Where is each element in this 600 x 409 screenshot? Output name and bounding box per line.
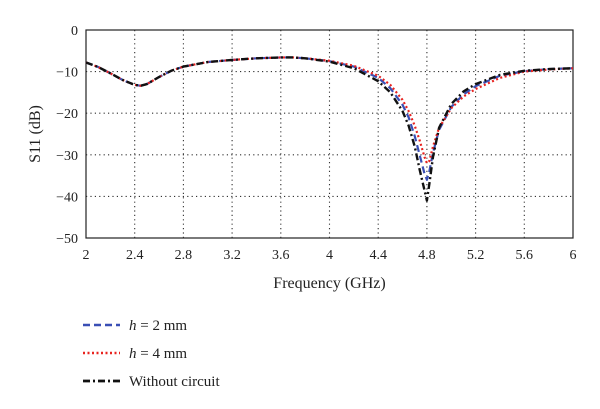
series-layer (85, 56, 574, 202)
y-tick-label: −40 (56, 190, 78, 205)
grid (86, 30, 573, 238)
x-tick-label: 5.6 (516, 248, 534, 263)
legend-label-1: h = 2 mm (129, 318, 187, 334)
x-tick-label: 6 (570, 248, 577, 263)
x-tick-label: 3.6 (272, 248, 290, 263)
x-tick-label: 5.2 (467, 248, 485, 263)
x-tick-label: 4 (326, 248, 333, 263)
legend: h = 2 mm h = 4 mm Without circuit (83, 318, 220, 390)
x-tick-label: 3.2 (223, 248, 241, 263)
x-tick-label: 4.8 (418, 248, 436, 263)
series-line-3 (85, 56, 574, 202)
y-axis-title: S11 (dB) (27, 105, 44, 163)
y-tick-label: −20 (56, 107, 78, 122)
series-line-1 (85, 56, 574, 181)
x-tick-label: 2 (83, 248, 90, 263)
legend-label-2: h = 4 mm (129, 346, 187, 362)
x-tick-label: 4.4 (369, 248, 387, 263)
y-tick-label: −10 (56, 66, 78, 81)
y-tick-label: 0 (71, 24, 78, 39)
x-axis-title: Frequency (GHz) (273, 275, 385, 292)
x-tick-label: 2.4 (126, 248, 144, 263)
legend-label-3: Without circuit (129, 374, 220, 390)
x-tick-labels: 2 2.4 2.8 3.2 3.6 4 4.4 4.8 5.2 5.6 6 (83, 248, 577, 263)
y-tick-label: −50 (56, 232, 78, 247)
plot-frame (85, 29, 574, 239)
y-tick-labels: 0 −10 −20 −30 −40 −50 (56, 24, 78, 247)
x-tick-label: 2.8 (175, 248, 193, 263)
y-tick-label: −30 (56, 149, 78, 164)
